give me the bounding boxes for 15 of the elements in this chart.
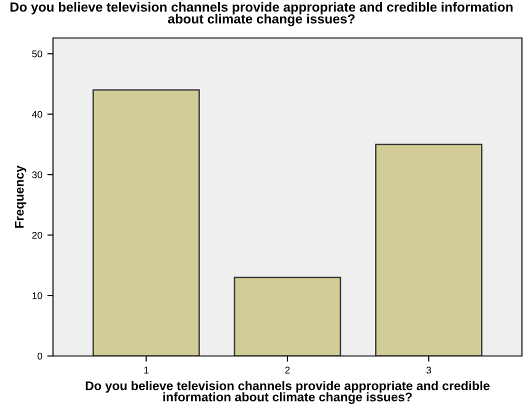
bar xyxy=(92,89,200,356)
x-axis-title: Do you believe television channels provide appropriate and credible information about climate change issues? xyxy=(86,381,490,404)
bar xyxy=(375,144,482,356)
x-tick-label: 1 xyxy=(144,366,148,374)
y-tick-label: 50 xyxy=(32,50,42,58)
y-tick-label: 20 xyxy=(32,232,42,239)
y-tick-label: 0 xyxy=(38,352,42,360)
y-tick-label: 30 xyxy=(32,171,42,178)
bar xyxy=(234,276,342,356)
y-tick-label: 10 xyxy=(32,292,42,300)
y-tick-label: 40 xyxy=(32,110,42,118)
x-tick-label: 3 xyxy=(426,366,432,374)
chart-title: Do you believe television channels provide appropriate and credible information about climate change issues? xyxy=(10,2,513,26)
y-axis-title: Frequency xyxy=(15,165,26,228)
x-tick-label: 2 xyxy=(285,366,290,374)
